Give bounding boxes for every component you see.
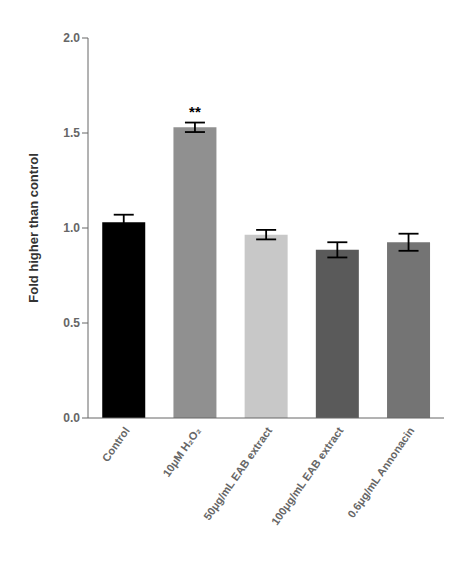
- svg-text:100μg/mL EAB extract: 100μg/mL EAB extract: [269, 425, 346, 528]
- svg-text:1.5: 1.5: [63, 126, 80, 140]
- svg-text:10μM H₂O₂: 10μM H₂O₂: [160, 425, 203, 479]
- svg-text:1.0: 1.0: [63, 221, 80, 235]
- svg-text:0.0: 0.0: [63, 411, 80, 425]
- svg-text:0.5: 0.5: [63, 316, 80, 330]
- svg-text:2.0: 2.0: [63, 31, 80, 45]
- svg-text:Control: Control: [100, 425, 132, 464]
- svg-text:50μg/mL EAB extract: 50μg/mL EAB extract: [201, 425, 274, 523]
- svg-text:**: **: [189, 103, 201, 120]
- svg-text:0.6μg/mL Annonacin: 0.6μg/mL Annonacin: [345, 425, 417, 520]
- svg-text:Fold higher than control: Fold higher than control: [26, 153, 41, 303]
